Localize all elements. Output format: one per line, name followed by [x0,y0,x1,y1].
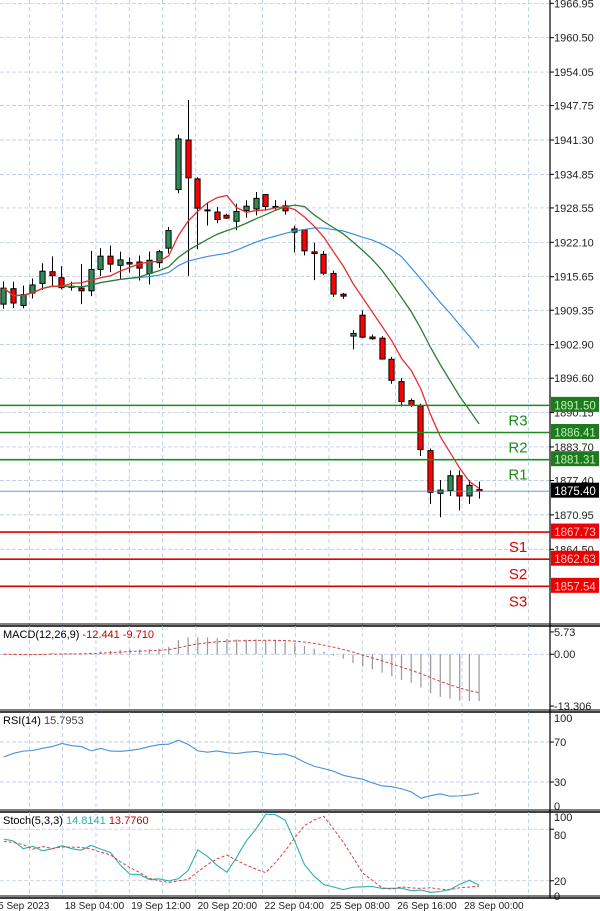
svg-text:70: 70 [554,737,566,749]
svg-text:1966.95: 1966.95 [554,0,594,10]
svg-text:S2: S2 [509,566,527,583]
svg-text:1857.54: 1857.54 [554,581,596,593]
svg-text:5 Sep 2023: 5 Sep 2023 [0,901,50,911]
svg-text:26 Sep 16:00: 26 Sep 16:00 [397,901,457,911]
svg-text:Stoch(5,3,3) 14.8141 13.7760: Stoch(5,3,3) 14.8141 13.7760 [3,815,149,827]
svg-text:S1: S1 [509,539,527,556]
svg-text:1867.73: 1867.73 [554,527,596,539]
svg-text:MACD(12,26,9) -12.441 -9.710: MACD(12,26,9) -12.441 -9.710 [3,629,154,641]
svg-text:0.00: 0.00 [554,649,575,661]
svg-text:28 Sep 00:00: 28 Sep 00:00 [464,901,524,911]
svg-text:1896.60: 1896.60 [554,373,594,385]
svg-text:1928.55: 1928.55 [554,203,594,215]
svg-text:20: 20 [554,876,566,888]
svg-text:100: 100 [554,812,572,824]
svg-text:-13.306: -13.306 [554,701,591,713]
svg-text:1934.85: 1934.85 [554,169,594,181]
svg-text:1862.63: 1862.63 [554,554,596,566]
svg-text:1870.95: 1870.95 [554,510,594,522]
svg-text:RSI(14) 15.7953: RSI(14) 15.7953 [3,715,84,727]
svg-text:1886.41: 1886.41 [554,428,596,440]
svg-text:S3: S3 [509,593,527,610]
svg-text:5.73: 5.73 [554,627,575,639]
svg-text:20 Sep 20:00: 20 Sep 20:00 [198,901,258,911]
svg-text:100: 100 [554,713,572,725]
svg-text:R2: R2 [508,440,527,457]
svg-text:1915.65: 1915.65 [554,272,594,284]
svg-text:R1: R1 [508,467,527,484]
svg-text:1947.75: 1947.75 [554,101,594,113]
svg-text:22 Sep 04:00: 22 Sep 04:00 [265,901,325,911]
svg-text:1922.10: 1922.10 [554,237,594,249]
svg-text:1909.35: 1909.35 [554,305,594,317]
svg-text:30: 30 [554,777,566,789]
svg-text:1902.90: 1902.90 [554,340,594,352]
svg-text:1954.05: 1954.05 [554,67,594,79]
svg-text:1891.50: 1891.50 [554,400,596,412]
svg-text:19 Sep 12:00: 19 Sep 12:00 [131,901,191,911]
svg-text:1875.40: 1875.40 [554,486,596,498]
svg-text:80: 80 [554,830,566,842]
svg-text:18 Sep 04:00: 18 Sep 04:00 [65,901,125,911]
svg-text:0: 0 [554,891,560,903]
svg-text:1881.31: 1881.31 [554,455,596,467]
svg-text:1960.50: 1960.50 [554,33,594,45]
svg-text:25 Sep 08:00: 25 Sep 08:00 [330,901,390,911]
svg-text:R3: R3 [508,412,527,429]
svg-text:1941.30: 1941.30 [554,135,594,147]
